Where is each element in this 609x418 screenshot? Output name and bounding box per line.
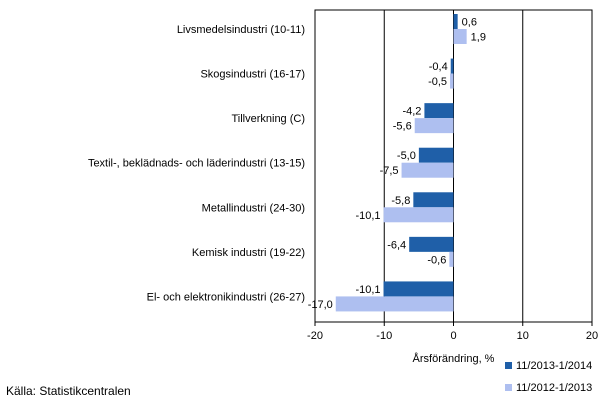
data-label: -10,1 [355, 210, 380, 222]
category-label: Tillverkning (C) [231, 113, 305, 125]
data-label: -0,5 [428, 76, 447, 88]
category-label: Kemisk industri (19-22) [192, 247, 305, 259]
category-label: Livsmedelsindustri (10-11) [177, 24, 305, 36]
bar-series-1 [409, 236, 454, 252]
data-label: -10,1 [355, 284, 380, 296]
data-label: -5,6 [393, 121, 412, 133]
data-label: -17,0 [308, 299, 333, 311]
category-label: Textil-, beklädnads- och läderindustri (… [88, 158, 305, 170]
x-tick-label: 0 [450, 330, 456, 342]
x-tick-label: -20 [307, 330, 323, 342]
legend-label: 11/2013-1/2014 [516, 360, 592, 372]
legend-swatch [505, 384, 512, 391]
bar-series-1 [418, 147, 454, 163]
bar-series-2 [383, 207, 454, 223]
x-tick-label: -10 [376, 330, 392, 342]
category-label: El- och elektronikindustri (26-27) [147, 291, 305, 303]
bar-series-2 [450, 73, 454, 89]
bar-series-2 [453, 29, 467, 44]
data-label: -0,4 [429, 61, 448, 73]
bar-series-1 [424, 103, 454, 119]
x-tick-label: 20 [586, 330, 598, 342]
bar-series-1 [453, 14, 458, 29]
data-label: -7,5 [380, 165, 399, 177]
bar-series-1 [450, 58, 454, 74]
legend-swatch [505, 362, 512, 369]
bar-series-2 [401, 162, 454, 178]
x-tick-label: 10 [517, 330, 529, 342]
category-label: Skogsindustri (16-17) [200, 69, 305, 81]
bar-series-1 [383, 281, 454, 297]
data-label: 0,6 [462, 17, 477, 29]
data-label: -5,0 [397, 150, 416, 162]
bar-series-2 [449, 251, 454, 267]
bar-series-1 [413, 192, 454, 208]
data-label: -5,8 [391, 195, 410, 207]
data-label: -6,4 [387, 239, 406, 251]
source-note: Källa: Statistikcentralen [6, 384, 131, 398]
x-axis-title: Årsförändring, % [413, 352, 495, 365]
data-label: -4,2 [402, 106, 421, 118]
data-label: 1,9 [471, 32, 486, 44]
bar-series-2 [414, 118, 454, 134]
category-label: Metallindustri (24-30) [202, 202, 305, 214]
legend-label: 11/2012-1/2013 [516, 382, 592, 394]
bar-series-2 [335, 296, 454, 312]
data-label: -0,6 [427, 254, 446, 266]
